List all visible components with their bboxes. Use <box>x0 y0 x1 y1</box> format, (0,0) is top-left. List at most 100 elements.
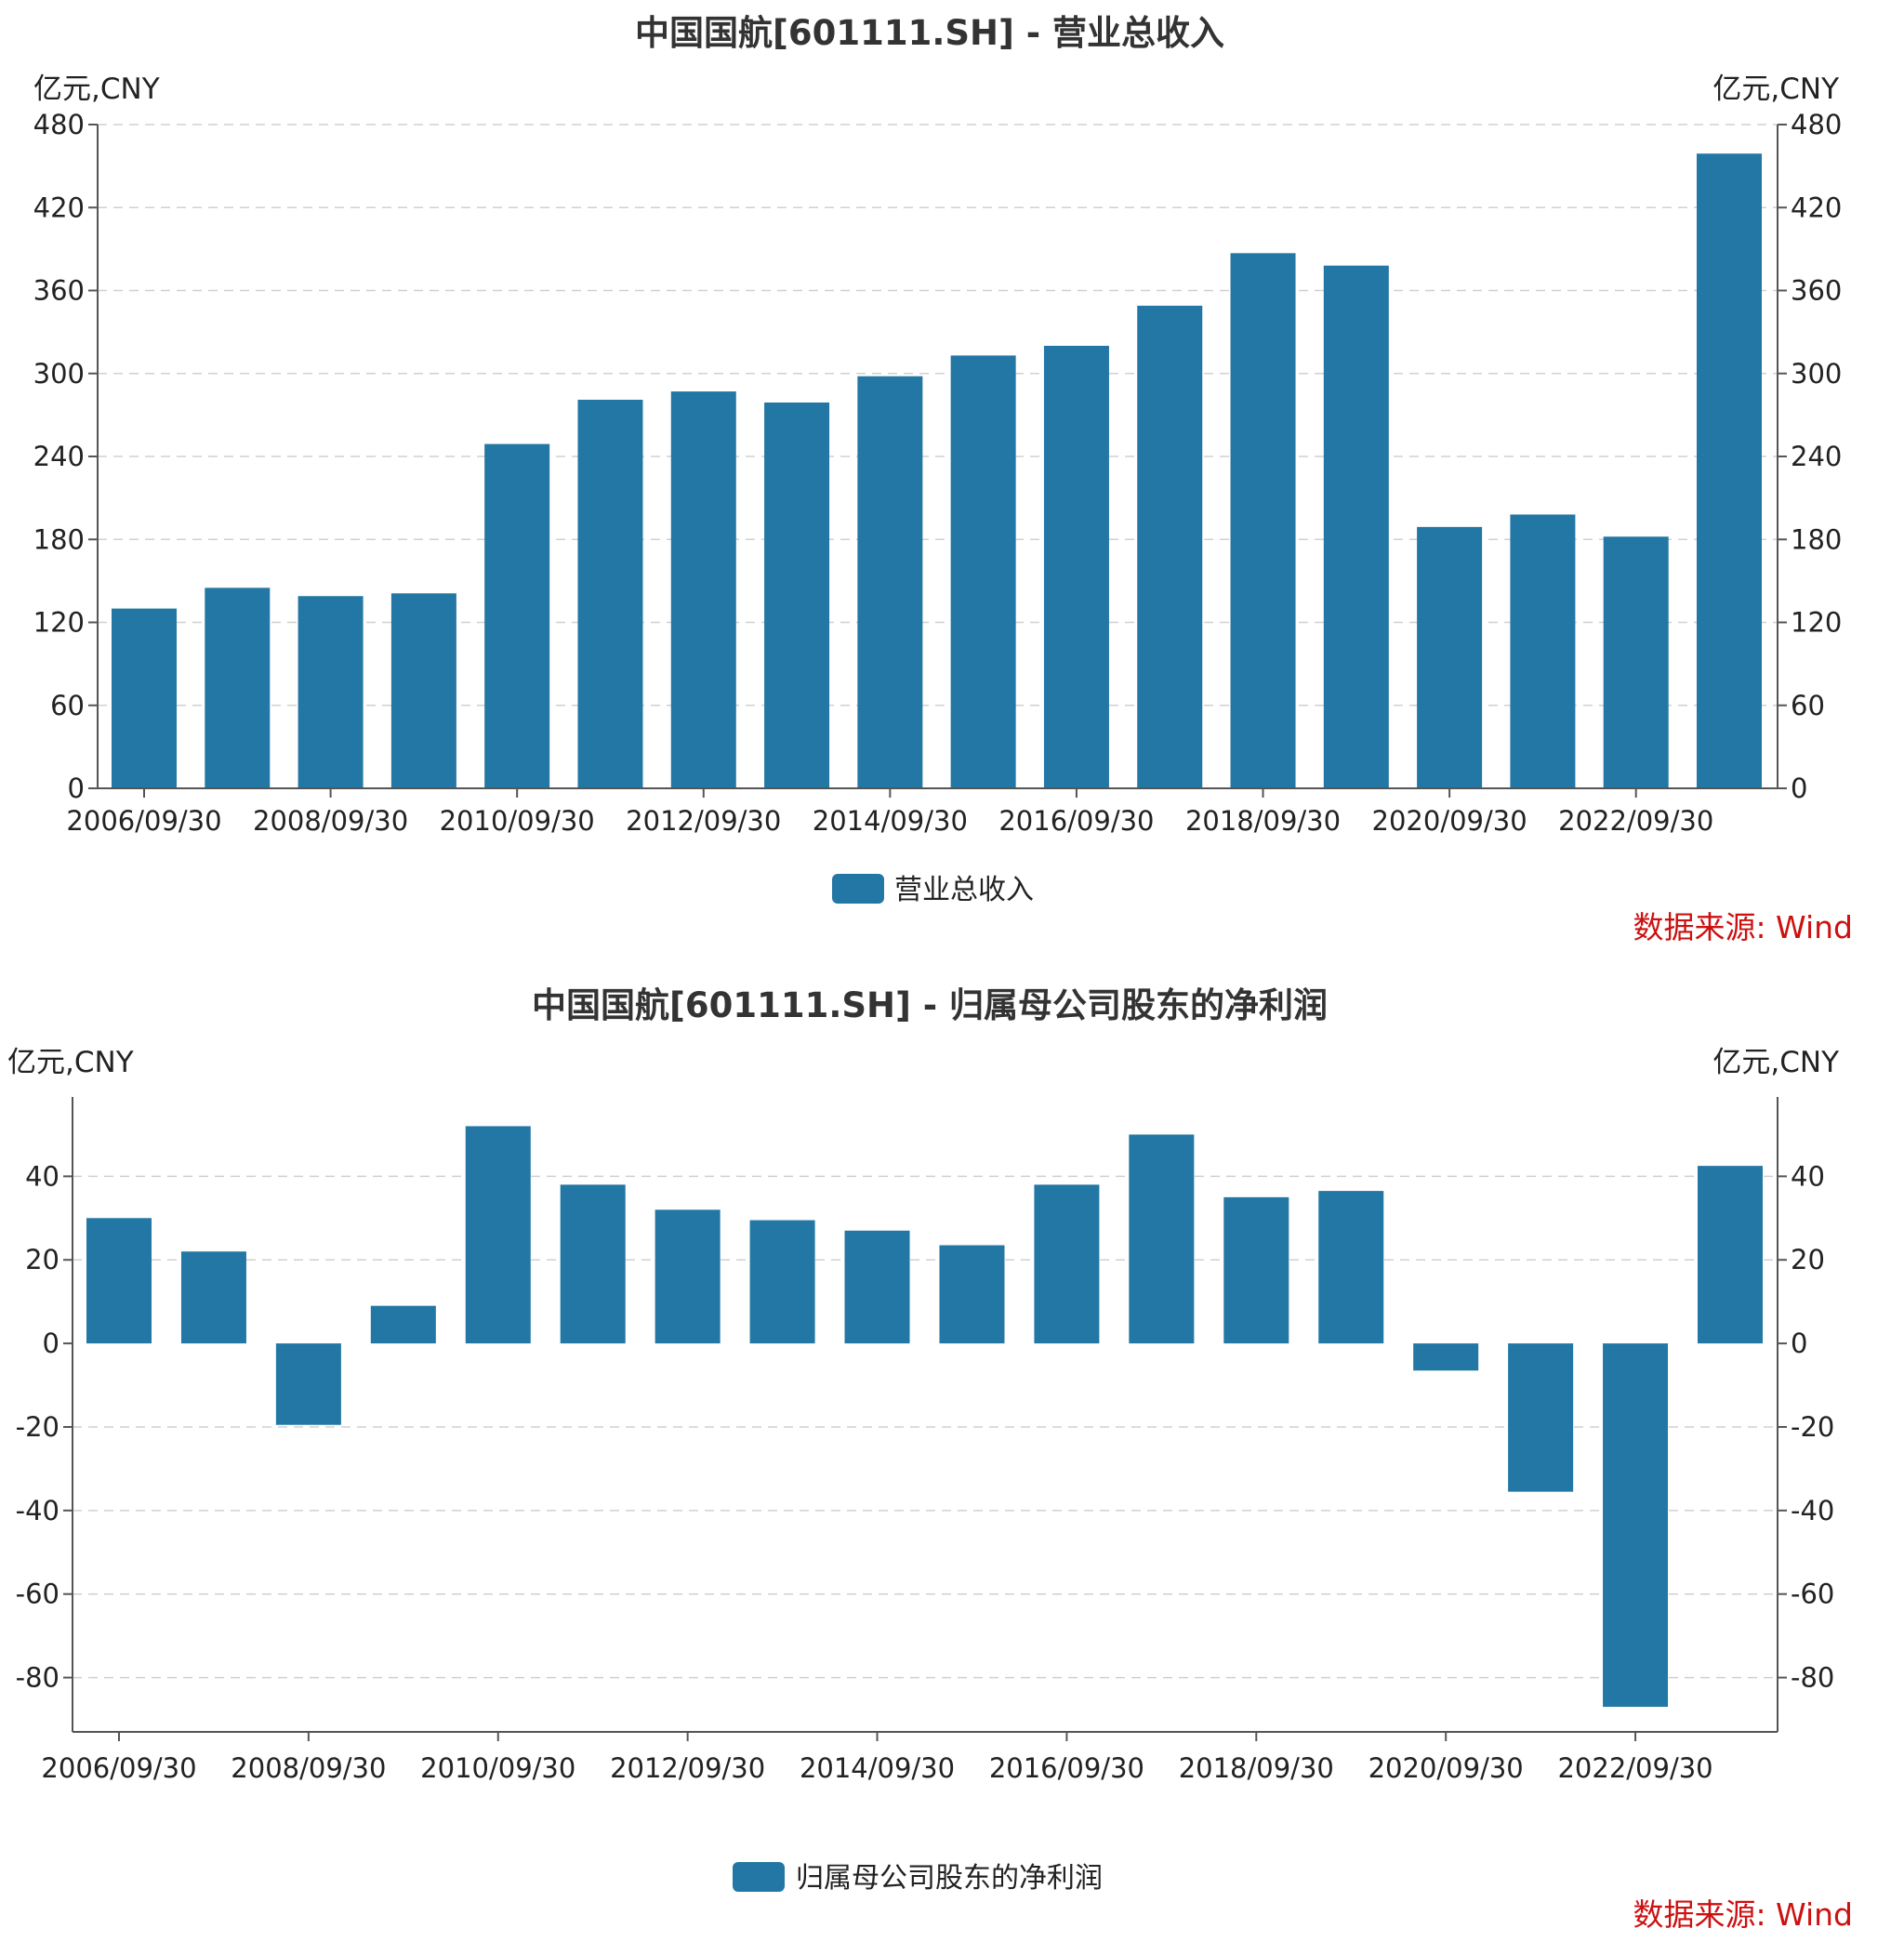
bar[interactable] <box>180 1251 246 1344</box>
bar[interactable] <box>465 1126 531 1344</box>
bar[interactable] <box>205 588 271 788</box>
plot-area: -80 -80 -60 -60 -40 -40 -20 -20 0 0 20 20 40 40 2006/0… <box>16 1097 1834 1784</box>
bar[interactable] <box>1508 1343 1574 1492</box>
x-tick-label: 2010/09/30 <box>440 805 595 837</box>
y-tick-label: -40 <box>16 1495 60 1526</box>
x-tick-label: 2006/09/30 <box>66 805 221 837</box>
y-tick-label-right: 300 <box>1791 358 1842 390</box>
net-profit-chart: 中国国航[601111.SH] - 归属母公司股东的净利润 亿元,CNY 亿元,… <box>0 971 1904 1955</box>
bar[interactable] <box>86 1218 152 1344</box>
y-tick-label-right: -80 <box>1791 1662 1834 1694</box>
bar[interactable] <box>1603 1343 1669 1708</box>
y-tick-label-right: 60 <box>1791 690 1825 721</box>
data-source-label: 数据来源: Wind <box>1633 1896 1853 1933</box>
x-tick-label: 2020/09/30 <box>1372 805 1527 837</box>
legend-label[interactable]: 归属母公司股东的净利润 <box>796 1862 1103 1895</box>
y-tick-label-right: 20 <box>1791 1244 1825 1275</box>
x-tick-label: 2016/09/30 <box>989 1752 1144 1784</box>
bar[interactable] <box>577 400 643 788</box>
x-tick-label: 2012/09/30 <box>626 805 781 837</box>
y-tick-label: 60 <box>50 690 85 721</box>
bar[interactable] <box>654 1209 721 1344</box>
bar[interactable] <box>1698 1166 1763 1344</box>
data-source-label: 数据来源: Wind <box>1633 909 1853 945</box>
x-tick-label: 2006/09/30 <box>41 1752 196 1784</box>
legend-swatch[interactable] <box>733 1862 785 1892</box>
y-tick-label: 300 <box>33 358 85 390</box>
bar[interactable] <box>1697 153 1762 789</box>
x-tick-label: 2008/09/30 <box>231 1752 386 1784</box>
bar[interactable] <box>560 1184 626 1344</box>
y-tick-label: -60 <box>16 1579 60 1610</box>
y-tick-label-right: 420 <box>1791 192 1842 223</box>
bar[interactable] <box>1043 346 1109 788</box>
y-tick-label: 240 <box>33 441 85 472</box>
y-tick-label: 0 <box>68 773 85 804</box>
bar[interactable] <box>370 1305 436 1344</box>
left-unit-label: 亿元,CNY <box>7 1046 134 1079</box>
bar[interactable] <box>275 1343 341 1425</box>
x-tick-label: 2010/09/30 <box>420 1752 575 1784</box>
y-tick-label: -80 <box>16 1662 60 1694</box>
bar[interactable] <box>1318 1191 1384 1344</box>
plot-area: 0 0 60 60 120 120 180 180 240 240 300 300 360 360 420 4… <box>33 109 1843 837</box>
bar[interactable] <box>112 608 177 788</box>
y-tick-label-right: -60 <box>1791 1579 1834 1610</box>
bar[interactable] <box>390 593 456 788</box>
x-tick-label: 2018/09/30 <box>1179 1752 1334 1784</box>
bar[interactable] <box>1230 253 1296 788</box>
bar[interactable] <box>1603 536 1669 788</box>
bar[interactable] <box>1417 526 1483 788</box>
x-tick-label: 2012/09/30 <box>610 1752 765 1784</box>
y-tick-label: 360 <box>33 275 85 307</box>
legend-swatch[interactable] <box>832 874 884 904</box>
legend-label[interactable]: 营业总收入 <box>894 874 1034 906</box>
right-unit-label: 亿元,CNY <box>1712 73 1839 106</box>
bar[interactable] <box>749 1220 815 1344</box>
net-profit-chart-svg: 中国国航[601111.SH] - 归属母公司股东的净利润 亿元,CNY 亿元,… <box>7 985 1853 1933</box>
x-tick-label: 2016/09/30 <box>998 805 1154 837</box>
x-tick-label: 2022/09/30 <box>1557 1752 1712 1784</box>
bar[interactable] <box>844 1230 910 1344</box>
y-tick-label: 180 <box>33 523 85 555</box>
bar[interactable] <box>857 376 923 788</box>
y-tick-label: -20 <box>16 1411 60 1443</box>
x-tick-label: 2008/09/30 <box>253 805 408 837</box>
y-tick-label-right: 480 <box>1791 109 1842 140</box>
bar[interactable] <box>1413 1343 1479 1371</box>
y-tick-label-right: 360 <box>1791 275 1842 307</box>
bar[interactable] <box>298 596 364 788</box>
bar[interactable] <box>1137 305 1203 788</box>
y-tick-label: 120 <box>33 607 85 639</box>
x-tick-label: 2018/09/30 <box>1185 805 1341 837</box>
bar[interactable] <box>950 355 1016 788</box>
bar[interactable] <box>484 443 550 788</box>
y-tick-label-right: 0 <box>1791 1328 1807 1359</box>
left-unit-label: 亿元,CNY <box>33 73 160 106</box>
bar[interactable] <box>1223 1196 1289 1344</box>
y-tick-label-right: 40 <box>1791 1160 1825 1192</box>
y-tick-label-right: 120 <box>1791 607 1842 639</box>
chart-title: 中国国航[601111.SH] - 归属母公司股东的净利润 <box>532 985 1328 1025</box>
y-tick-label-right: 0 <box>1791 773 1807 804</box>
x-tick-label: 2014/09/30 <box>813 805 968 837</box>
bar[interactable] <box>1034 1184 1100 1344</box>
y-tick-label-right: -40 <box>1791 1495 1834 1526</box>
bar[interactable] <box>1510 514 1576 788</box>
bar[interactable] <box>670 391 736 788</box>
bar[interactable] <box>1323 265 1389 789</box>
bar[interactable] <box>1129 1134 1195 1344</box>
bar[interactable] <box>939 1245 1005 1344</box>
bar[interactable] <box>764 402 830 788</box>
x-tick-label: 2020/09/30 <box>1368 1752 1524 1784</box>
y-tick-label-right: -20 <box>1791 1411 1834 1443</box>
y-tick-label-right: 240 <box>1791 441 1842 472</box>
y-tick-label: 480 <box>33 109 85 140</box>
x-tick-label: 2014/09/30 <box>800 1752 955 1784</box>
y-tick-label: 420 <box>33 192 85 223</box>
y-tick-label: 40 <box>25 1160 60 1192</box>
y-tick-label: 0 <box>43 1328 60 1359</box>
right-unit-label: 亿元,CNY <box>1712 1046 1839 1079</box>
